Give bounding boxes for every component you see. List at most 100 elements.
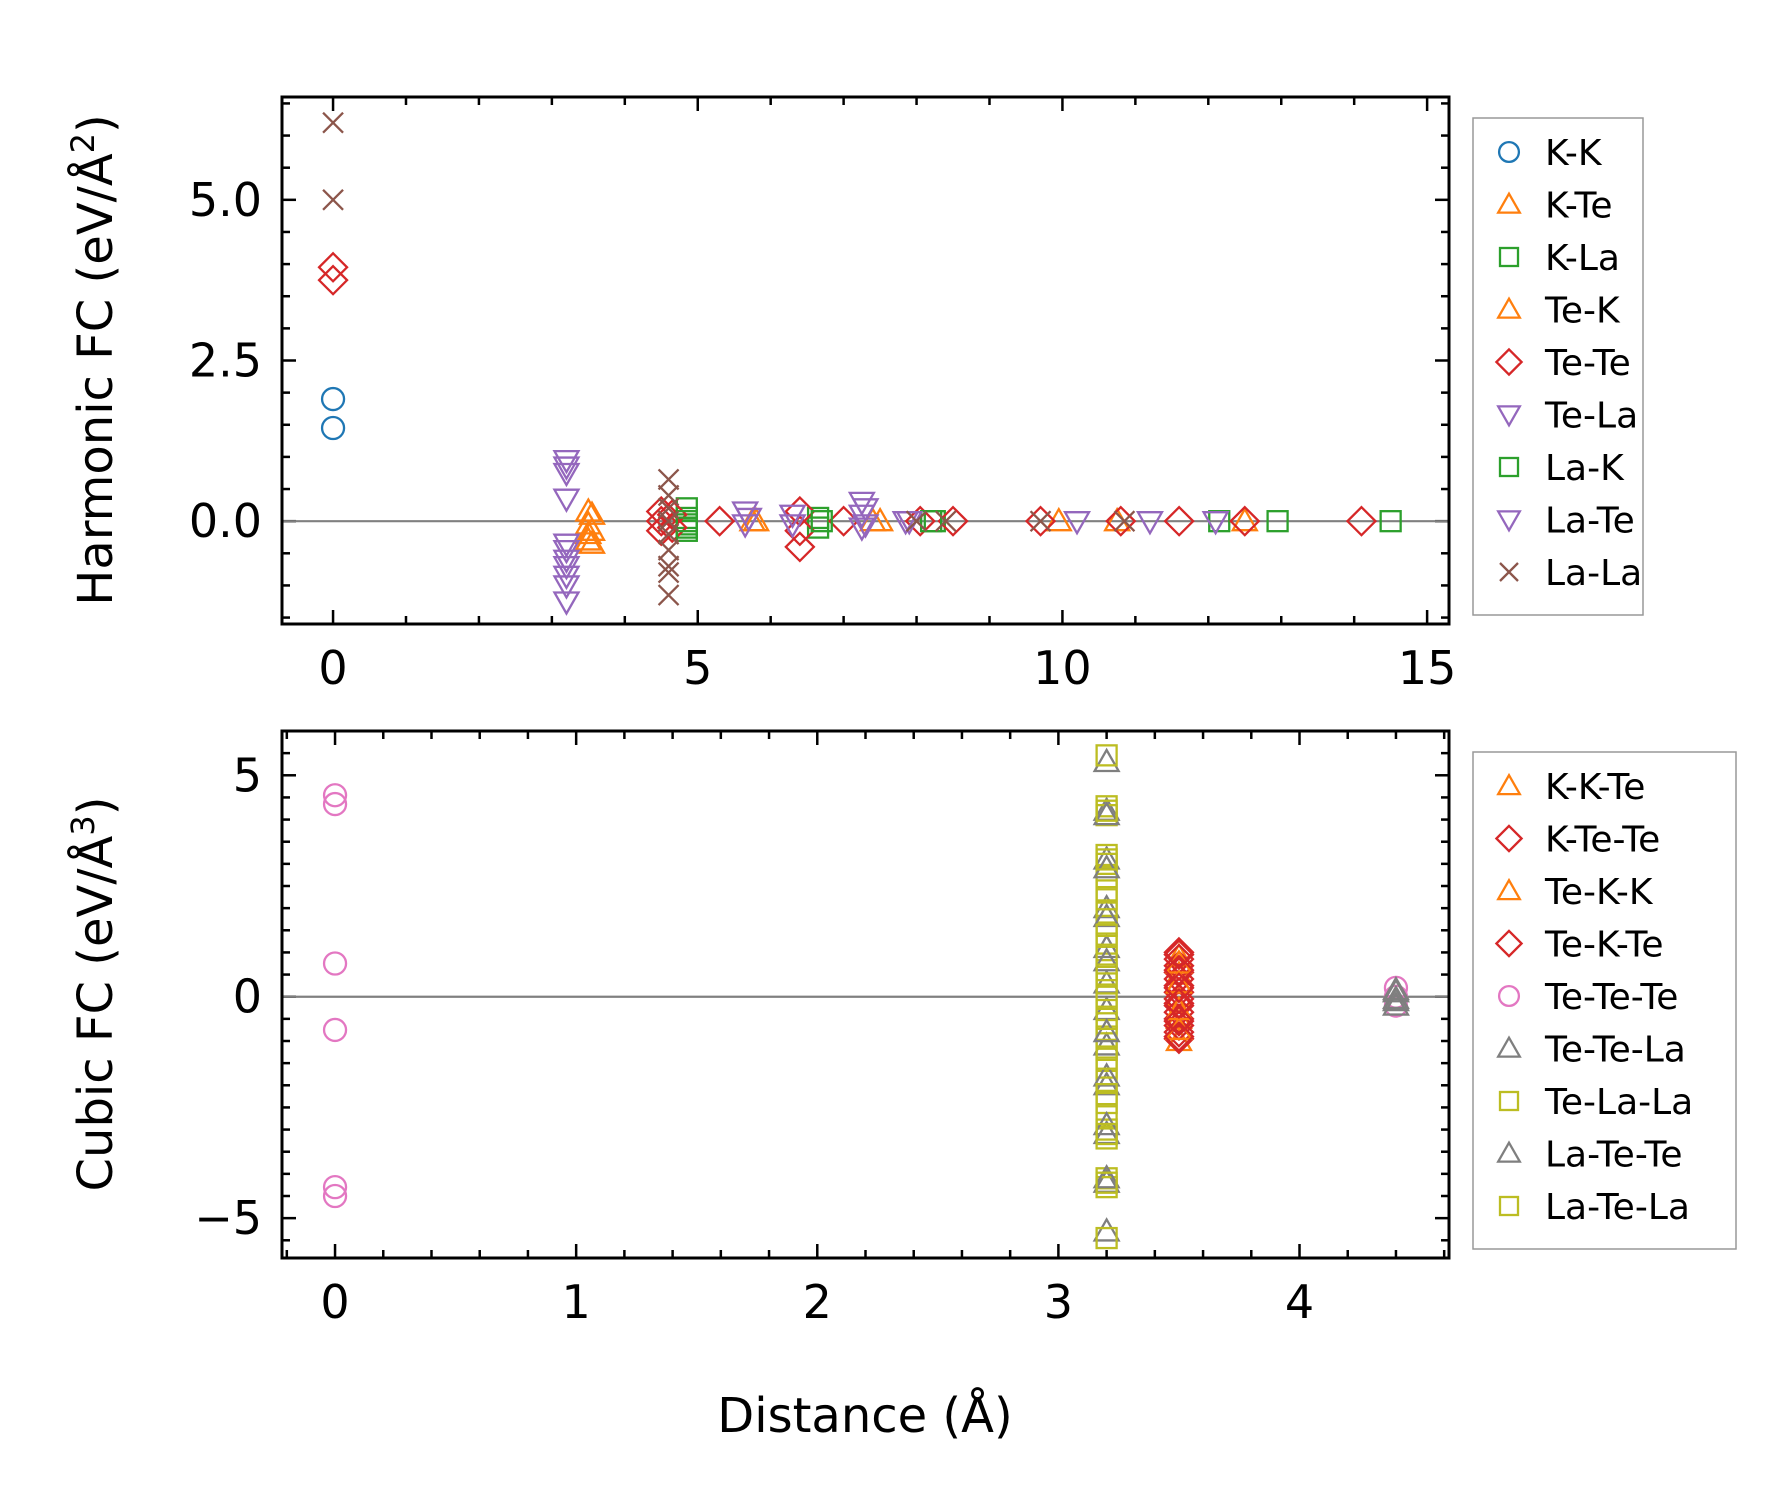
cubic-point-la-te-la [1095,1171,1118,1194]
harmonic-point-te-k [578,529,606,554]
cubic-point-te-k-te [1163,954,1195,986]
harmonic-point-k-te [574,519,603,545]
cubic-point-te-k-te [1163,1005,1195,1037]
harmonic-point-la-la [1029,510,1052,532]
harmonic-point-la-te [734,507,763,533]
cubic-point-te-la-la [1095,1226,1118,1250]
cubic-point-la-te-la [1095,1047,1118,1070]
harmonic-legend-label-te-la: Te-La [1544,396,1638,437]
harmonic-series-k-te [574,497,1259,551]
cubic-fc-panel: 0 1 2 3 4−505 Cubic FC (eV/Å3) Distance (Å) … [64,729,1737,1444]
cubic-point-la-te-te [1092,1062,1121,1087]
cubic-point-la-te-la [1095,888,1118,911]
cubic-point-te-te-te [322,1017,348,1043]
harmonic-legend-marker-la-te [1496,510,1522,533]
harmonic-x-tick-label: 10 [1033,641,1092,695]
cubic-point-te-te-la [1092,1031,1121,1056]
harmonic-point-la-la [657,539,680,561]
cubic-point-te-te-la [1092,893,1121,919]
harmonic-legend-label-k-la: K-La [1545,238,1620,279]
cubic-y-tick-label: 0 [233,970,262,1024]
cubic-point-la-te-te [1092,1017,1121,1043]
cubic-point-te-k-k [1164,969,1193,994]
cubic-legend-marker-te-te-la [1496,1035,1522,1058]
cubic-legend-marker-te-k-te [1494,929,1524,958]
harmonic-y-tick-label: 5.0 [189,173,262,227]
cubic-point-te-te-te [322,1174,348,1200]
cubic-y-tick-label: 5 [233,748,262,802]
harmonic-y-tick-label: 0.0 [189,494,262,548]
cubic-legend-marker-la-te-la [1498,1195,1520,1217]
cubic-legend-marker-te-k-k [1496,877,1522,901]
harmonic-axes-frame [280,95,1451,626]
cubic-y-tick-label: −5 [194,1191,262,1245]
cubic-legend-marker-k-k-te [1496,772,1522,796]
harmonic-point-la-la [657,561,680,584]
harmonic-point-te-te [1229,505,1261,537]
harmonic-point-la-te [851,514,880,539]
harmonic-point-te-k [578,500,606,525]
cubic-point-te-k-te [1163,972,1195,1004]
harmonic-point-te-te [784,531,816,563]
harmonic-point-te-la [1201,511,1230,536]
harmonic-point-te-te [1163,505,1195,537]
cubic-legend-marker-te-te-te [1497,984,1521,1008]
harmonic-point-la-la [657,523,680,545]
harmonic-point-te-la [552,533,581,558]
harmonic-point-te-te [1024,505,1057,537]
harmonic-legend-marker-te-k [1496,296,1522,319]
harmonic-point-la-k [919,510,943,533]
cubic-point-la-te-te [1092,800,1121,826]
cubic-point-la-te-la [1095,848,1118,871]
cubic-point-te-te-te [322,1183,348,1209]
harmonic-series-te-te [317,251,1378,563]
cubic-point-te-k-te [1163,1020,1195,1053]
harmonic-fc-panel: 0 5 10 150.02.55.0 Harmonic FC (eV/Å2) K-KK… [64,95,1644,695]
harmonic-point-k-la [1266,510,1289,533]
harmonic-point-te-la [552,549,581,575]
harmonic-legend-marker-k-te [1496,191,1522,214]
harmonic-point-la-la [934,510,957,532]
cubic-x-axis-label: Distance (Å) [717,1387,1012,1444]
cubic-point-la-te-te [1381,975,1410,1001]
harmonic-point-la-la [905,510,928,532]
harmonic-legend-marker-k-la [1498,246,1520,268]
cubic-point-la-te-la [1095,1007,1118,1031]
harmonic-point-te-te [317,264,349,296]
cubic-legend-marker-te-la-la [1498,1090,1520,1112]
cubic-legend-label-te-la-la: Te-La-La [1544,1082,1693,1123]
harmonic-x-tick-label: 0 [318,641,347,695]
harmonic-point-te-te [656,511,688,544]
harmonic-point-te-te [1345,505,1378,537]
cubic-x-tick-label: 4 [1285,1275,1314,1329]
harmonic-legend-label-la-te: La-Te [1545,501,1635,542]
harmonic-point-k-la [806,516,830,539]
cubic-legend-label-te-te-la: Te-Te-La [1544,1030,1686,1071]
cubic-point-la-te-la [1095,799,1118,822]
cubic-point-te-la-la [1095,985,1118,1008]
cubic-point-te-te-la [1092,1217,1121,1242]
harmonic-legend-marker-te-te [1494,347,1524,377]
cubic-point-la-te-la [1095,963,1118,986]
harmonic-point-la-la [657,555,680,577]
cubic-tick-labels: 0 1 2 3 4 −5 0 5 [194,748,1314,1329]
cubic-point-la-te-la [1095,1122,1118,1146]
harmonic-point-te-k [578,516,606,541]
harmonic-point-te-te [784,515,816,547]
harmonic-legend-marker-te-la [1496,405,1522,428]
cubic-legend-label-k-te-te: K-Te-Te [1545,820,1660,861]
cubic-plot-area [282,731,1449,1258]
harmonic-legend-marker-k-k [1497,140,1521,164]
harmonic-legend-marker-la-la [1499,562,1519,582]
cubic-point-la-te-te [1381,991,1410,1016]
cubic-point-la-te-te [1092,946,1121,972]
harmonic-legend-label-la-k: La-K [1545,448,1625,489]
cubic-legend-label-la-te-te: La-Te-Te [1545,1135,1683,1176]
cubic-point-te-k-te [1163,939,1195,971]
harmonic-legend-marker-la-k [1498,456,1520,478]
harmonic-legend-label-k-te: K-Te [1545,186,1613,227]
harmonic-series-la-la [322,111,1136,606]
cubic-point-la-te-te [1092,853,1121,879]
cubic-point-te-la-la [1095,1105,1118,1128]
cubic-point-te-te-te [322,791,348,817]
